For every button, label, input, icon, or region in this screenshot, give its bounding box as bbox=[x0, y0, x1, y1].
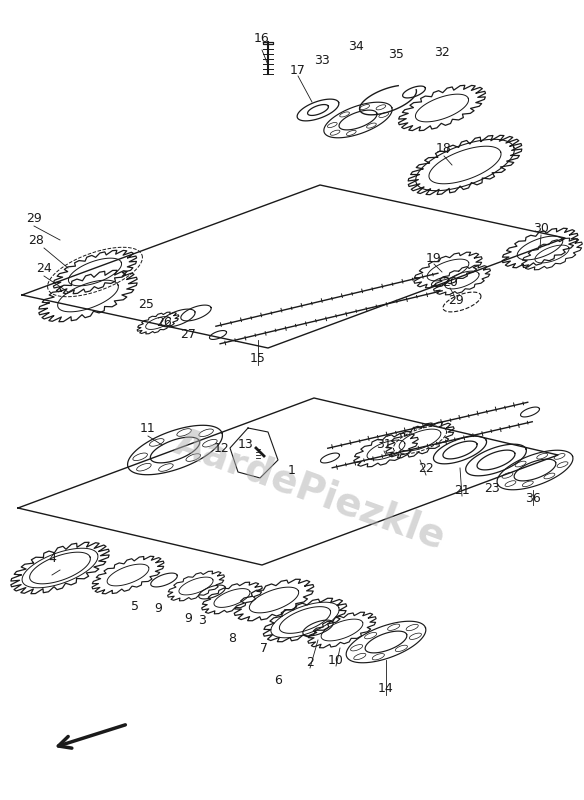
Text: 26: 26 bbox=[156, 315, 172, 329]
Text: 8: 8 bbox=[228, 631, 236, 645]
Text: 17: 17 bbox=[290, 63, 306, 77]
Text: 36: 36 bbox=[525, 491, 541, 505]
Text: 19: 19 bbox=[426, 251, 442, 265]
Text: 3: 3 bbox=[198, 614, 206, 626]
Text: 21: 21 bbox=[454, 483, 470, 497]
Text: 27: 27 bbox=[180, 327, 196, 341]
Text: 20: 20 bbox=[442, 275, 458, 289]
Text: 35: 35 bbox=[388, 47, 404, 61]
Text: 25: 25 bbox=[138, 298, 154, 310]
Text: 34: 34 bbox=[348, 39, 364, 53]
Text: 28: 28 bbox=[28, 234, 44, 246]
Text: 6: 6 bbox=[274, 674, 282, 686]
Text: 23: 23 bbox=[484, 482, 500, 494]
Text: 29: 29 bbox=[26, 211, 42, 225]
Text: 4: 4 bbox=[48, 551, 56, 565]
Text: 10: 10 bbox=[328, 654, 344, 666]
Text: 14: 14 bbox=[378, 682, 394, 694]
Text: 30: 30 bbox=[533, 222, 549, 234]
Text: 15: 15 bbox=[250, 351, 266, 365]
Text: 12: 12 bbox=[214, 442, 230, 454]
Text: 33: 33 bbox=[314, 54, 330, 66]
Text: 5: 5 bbox=[131, 599, 139, 613]
Text: 7: 7 bbox=[260, 642, 268, 654]
Text: 29: 29 bbox=[448, 294, 464, 306]
Text: 32: 32 bbox=[434, 46, 450, 58]
Text: 13: 13 bbox=[238, 438, 254, 450]
Text: 2: 2 bbox=[306, 655, 314, 669]
Text: 24: 24 bbox=[36, 262, 52, 274]
Text: 11: 11 bbox=[140, 422, 156, 434]
Text: AardePiezkle: AardePiezkle bbox=[169, 423, 451, 557]
Text: 22: 22 bbox=[418, 462, 434, 474]
Text: 1: 1 bbox=[288, 463, 296, 477]
Text: 16: 16 bbox=[254, 31, 270, 45]
Text: 9: 9 bbox=[184, 611, 192, 625]
Text: 18: 18 bbox=[436, 142, 452, 154]
Text: 31: 31 bbox=[376, 438, 392, 450]
Text: 9: 9 bbox=[154, 602, 162, 614]
